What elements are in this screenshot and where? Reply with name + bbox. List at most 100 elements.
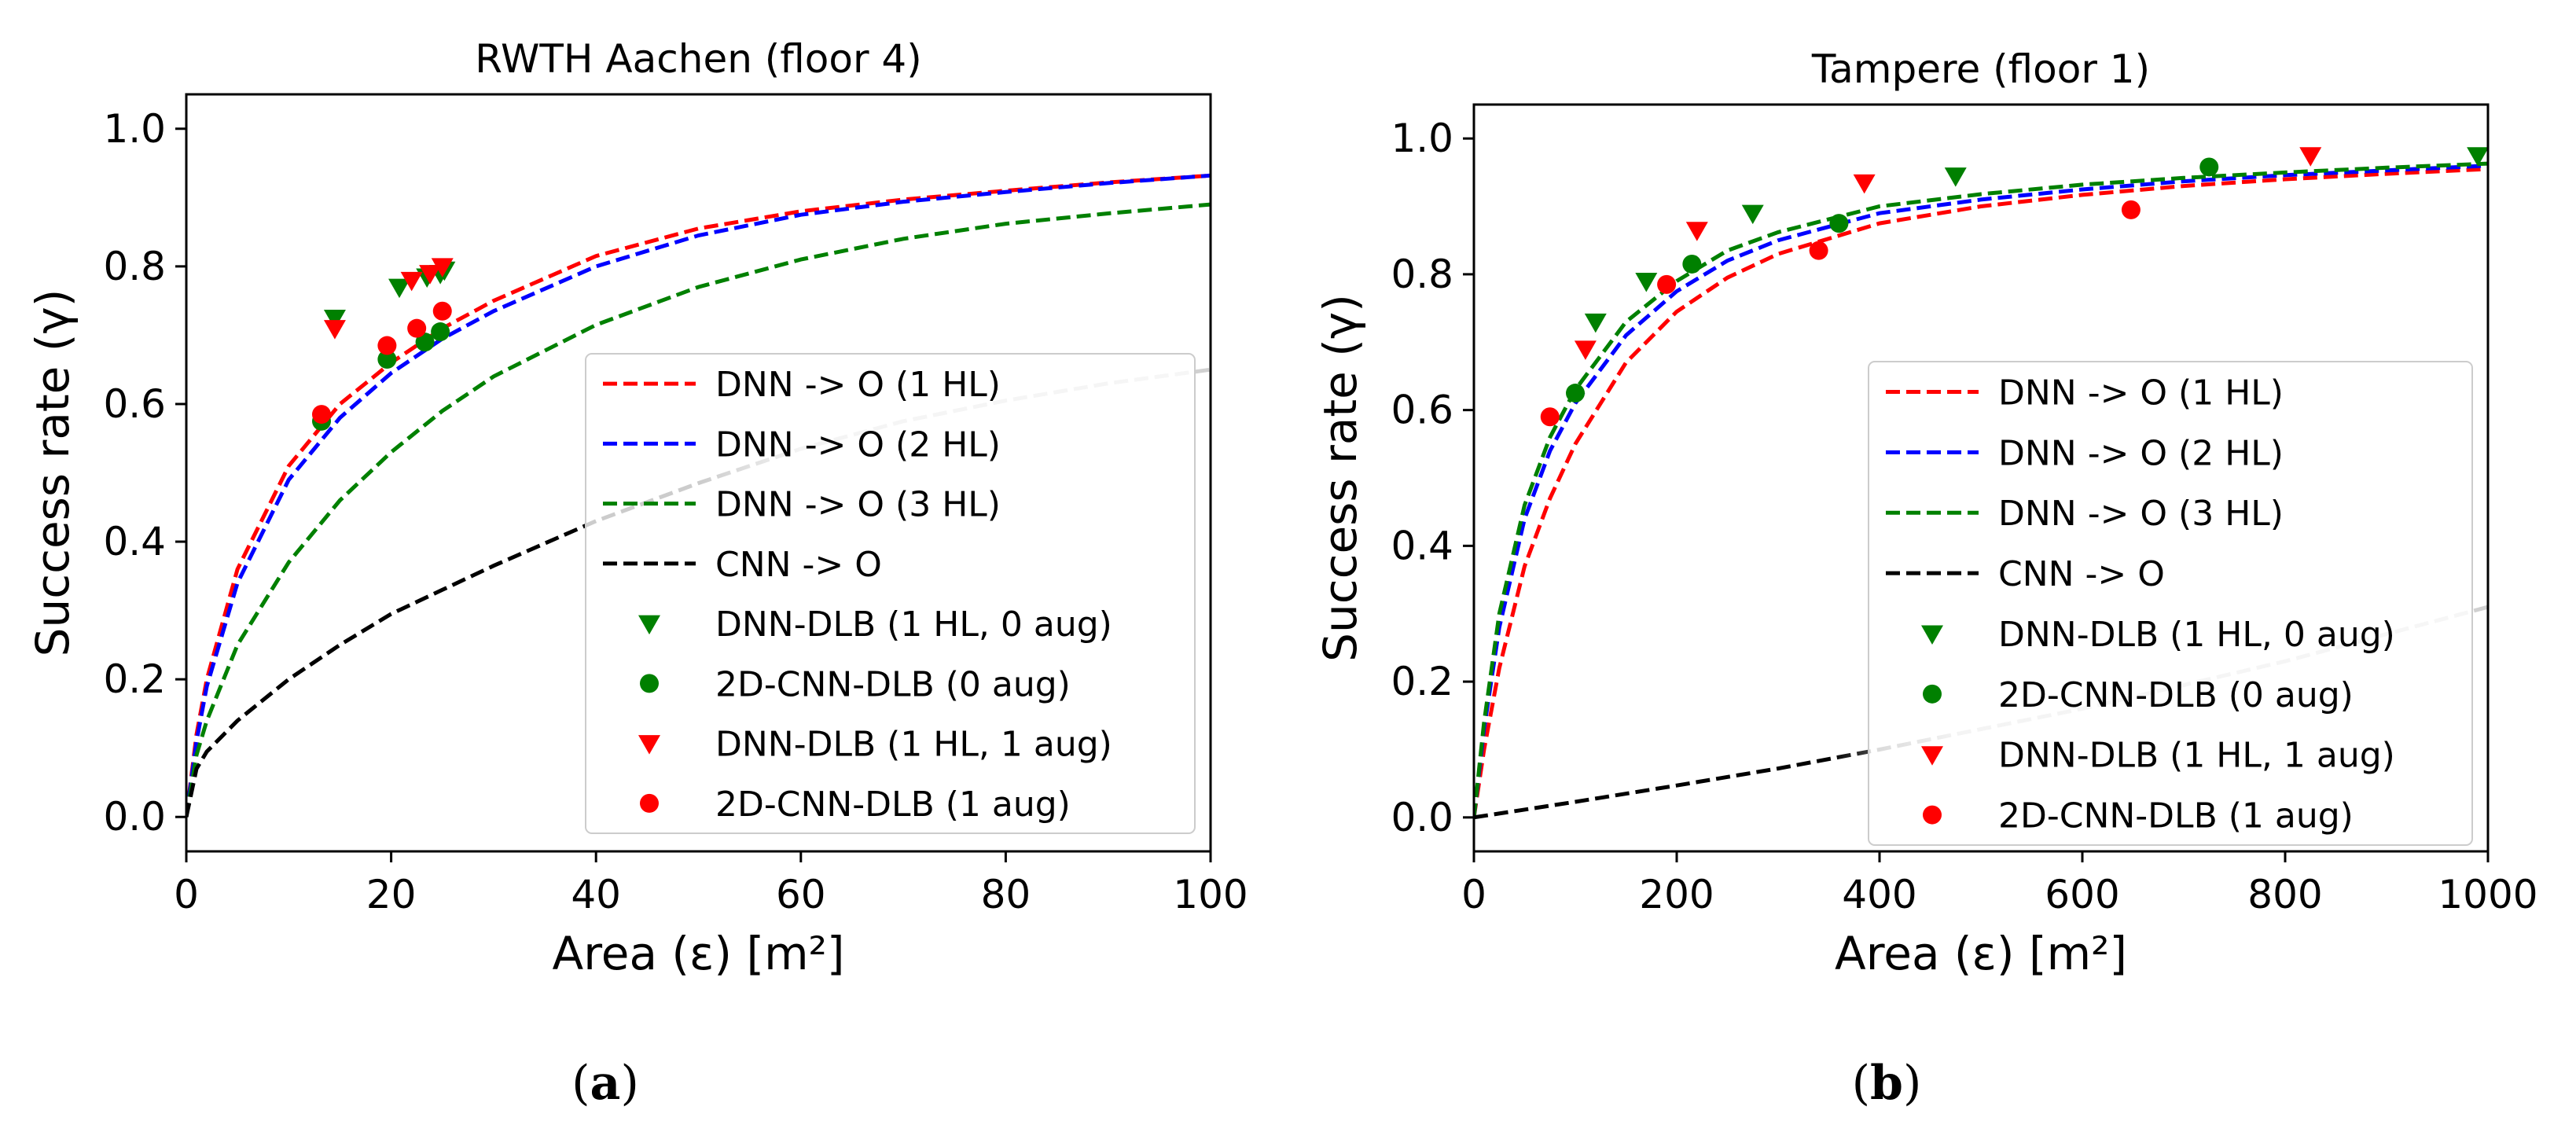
legend-label: DNN -> O (1 HL) bbox=[1998, 373, 2284, 413]
data-point-dnn-dlb-1-hl-1-aug bbox=[431, 258, 454, 277]
legend-label: DNN-DLB (1 HL, 0 aug) bbox=[715, 605, 1112, 645]
legend-label: 2D-CNN-DLB (0 aug) bbox=[1998, 675, 2354, 715]
data-point-2d-cnn-dlb-0-aug bbox=[377, 350, 397, 369]
series-line-dnn-o-2-hl bbox=[186, 173, 1211, 818]
legend-label: DNN -> O (2 HL) bbox=[1998, 433, 2284, 473]
legend-box bbox=[585, 353, 1196, 834]
data-point-2d-cnn-dlb-0-aug bbox=[1566, 384, 1585, 403]
y-tick-label: 0.6 bbox=[103, 381, 166, 427]
data-point-2d-cnn-dlb-1-aug bbox=[1657, 274, 1677, 294]
data-point-2d-cnn-dlb-0-aug bbox=[1829, 214, 1849, 233]
data-point-dnn-dlb-1-hl-1-aug bbox=[419, 265, 442, 285]
data-point-dnn-dlb-1-hl-0-aug bbox=[1635, 273, 1658, 292]
legend-label: CNN -> O bbox=[715, 545, 882, 585]
y-axis-label: Success rate (γ) bbox=[1314, 294, 1367, 662]
series-line-dnn-o-2-hl bbox=[1474, 164, 2488, 818]
data-point-dnn-dlb-1-hl-0-aug bbox=[1584, 313, 1607, 333]
y-tick-label: 0.2 bbox=[1391, 659, 1453, 704]
series-line-dnn-o-1-hl bbox=[1474, 167, 2488, 818]
legend-label: DNN-DLB (1 HL, 1 aug) bbox=[1998, 736, 2395, 776]
legend-box bbox=[1868, 361, 2473, 846]
x-tick-label: 20 bbox=[366, 872, 417, 917]
data-point-dnn-dlb-1-hl-1-aug bbox=[1853, 174, 1876, 194]
x-tick-label: 200 bbox=[1639, 872, 1714, 917]
x-axis-label: Area (ε) [m²] bbox=[553, 927, 845, 980]
legend: DNN -> O (1 HL) DNN -> O (2 HL) DNN -> O (… bbox=[585, 353, 1196, 834]
data-point-dnn-dlb-1-hl-0-aug bbox=[1944, 167, 1967, 187]
data-point-2d-cnn-dlb-1-aug bbox=[377, 336, 397, 355]
data-point-2d-cnn-dlb-1-aug bbox=[1809, 241, 1828, 260]
data-point-dnn-dlb-1-hl-1-aug bbox=[1685, 222, 1708, 241]
legend-handle-2d-cnn-dlb-0-aug bbox=[640, 674, 659, 693]
y-tick-label: 0.2 bbox=[103, 656, 166, 702]
data-point-2d-cnn-dlb-0-aug bbox=[1682, 254, 1702, 274]
data-point-dnn-dlb-1-hl-1-aug bbox=[1574, 340, 1597, 360]
panel-caption: (b) bbox=[1852, 1056, 1922, 1111]
x-tick-label: 100 bbox=[1173, 872, 1248, 917]
legend-label: DNN-DLB (1 HL, 1 aug) bbox=[715, 725, 1112, 765]
panel-caption-letter: b bbox=[1870, 1056, 1903, 1111]
legend-label: DNN-DLB (1 HL, 0 aug) bbox=[1998, 615, 2395, 655]
legend-handle-dnn-dlb-1-hl-1-aug bbox=[1921, 746, 1943, 766]
legend-label: CNN -> O bbox=[1998, 554, 2165, 594]
legend-handle-dnn-dlb-1-hl-1-aug bbox=[638, 735, 660, 755]
data-point-2d-cnn-dlb-0-aug bbox=[2199, 157, 2219, 177]
data-point-2d-cnn-dlb-0-aug bbox=[415, 333, 435, 352]
chart-panel-b: Tampere (floor 1) Success rate (γ) Area … bbox=[1314, 46, 2538, 1111]
data-point-2d-cnn-dlb-1-aug bbox=[2121, 200, 2141, 219]
x-tick-label: 0 bbox=[1461, 872, 1486, 917]
axes-frame bbox=[185, 93, 1212, 853]
data-point-dnn-dlb-1-hl-0-aug bbox=[388, 278, 411, 299]
plot-contents bbox=[1474, 147, 2488, 820]
legend-handle-dnn-dlb-1-hl-0-aug bbox=[1921, 625, 1943, 645]
y-tick-label: 0.4 bbox=[103, 519, 166, 564]
x-tick-label: 600 bbox=[2045, 872, 2119, 917]
x-tick-label: 40 bbox=[571, 872, 621, 917]
data-point-2d-cnn-dlb-1-aug bbox=[432, 301, 452, 321]
legend-handle-dnn-dlb-1-hl-0-aug bbox=[638, 615, 660, 635]
data-point-2d-cnn-dlb-1-aug bbox=[311, 405, 331, 424]
y-tick-label: 0.8 bbox=[1391, 252, 1453, 297]
legend-label: DNN -> O (3 HL) bbox=[715, 485, 1001, 525]
panel-caption: (a) bbox=[571, 1056, 639, 1111]
legend-label: 2D-CNN-DLB (1 aug) bbox=[715, 785, 1071, 825]
data-point-dnn-dlb-1-hl-0-aug bbox=[2467, 147, 2488, 167]
legend-handle-2d-cnn-dlb-0-aug bbox=[1923, 684, 1942, 704]
data-point-2d-cnn-dlb-1-aug bbox=[1540, 407, 1560, 427]
legend-label: DNN -> O (2 HL) bbox=[715, 424, 1001, 465]
chart-title: RWTH Aachen (floor 4) bbox=[475, 36, 922, 82]
data-point-dnn-dlb-1-hl-0-aug bbox=[323, 310, 346, 329]
x-tick-label: 400 bbox=[1842, 872, 1916, 917]
legend: DNN -> O (1 HL) DNN -> O (2 HL) DNN -> O (… bbox=[1868, 361, 2473, 846]
x-axis-label: Area (ε) [m²] bbox=[1835, 927, 2127, 980]
y-tick-label: 0.8 bbox=[103, 244, 166, 289]
x-tick-label: 0 bbox=[174, 872, 199, 917]
series-line-dnn-o-3-hl bbox=[1474, 161, 2488, 818]
x-tick-label: 80 bbox=[981, 872, 1031, 917]
data-point-dnn-dlb-1-hl-1-aug bbox=[323, 320, 346, 340]
data-point-dnn-dlb-1-hl-0-aug bbox=[1741, 204, 1764, 225]
x-tick-label: 1000 bbox=[2438, 872, 2537, 917]
chart-panel-a: RWTH Aachen (floor 4) Success rate (γ) A… bbox=[26, 36, 1248, 1111]
legend-label: DNN -> O (3 HL) bbox=[1998, 494, 2284, 534]
legend-handle-2d-cnn-dlb-1-aug bbox=[640, 793, 659, 813]
legend-label: DNN -> O (1 HL) bbox=[715, 365, 1001, 405]
x-tick-label: 60 bbox=[776, 872, 826, 917]
y-tick-label: 0.4 bbox=[1391, 523, 1453, 568]
legend-label: 2D-CNN-DLB (0 aug) bbox=[715, 664, 1071, 704]
series-line-dnn-o-1-hl bbox=[186, 173, 1211, 818]
data-point-dnn-dlb-1-hl-1-aug bbox=[2299, 147, 2322, 167]
y-tick-label: 0.6 bbox=[1391, 388, 1453, 433]
chart-title: Tampere (floor 1) bbox=[1811, 46, 2150, 92]
legend-handle-2d-cnn-dlb-1-aug bbox=[1923, 805, 1942, 825]
series-line-dnn-o-3-hl bbox=[186, 202, 1211, 818]
y-tick-label: 1.0 bbox=[1391, 116, 1453, 161]
panel-caption-letter: a bbox=[590, 1056, 621, 1111]
data-point-dnn-dlb-1-hl-1-aug bbox=[400, 271, 423, 292]
data-point-2d-cnn-dlb-0-aug bbox=[431, 322, 450, 342]
data-point-2d-cnn-dlb-1-aug bbox=[407, 318, 427, 338]
y-tick-label: 0.0 bbox=[103, 794, 166, 840]
x-tick-label: 800 bbox=[2247, 872, 2322, 917]
y-tick-label: 1.0 bbox=[103, 106, 166, 152]
